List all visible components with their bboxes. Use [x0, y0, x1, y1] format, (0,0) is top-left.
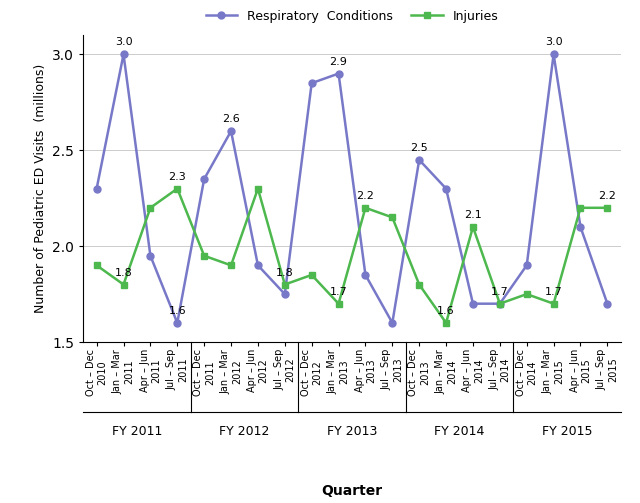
- Text: 1.6: 1.6: [168, 306, 186, 316]
- Text: 1.7: 1.7: [491, 287, 509, 297]
- Legend: Respiratory  Conditions, Injuries: Respiratory Conditions, Injuries: [200, 5, 504, 28]
- Text: 2.2: 2.2: [356, 191, 374, 201]
- Text: 1.8: 1.8: [115, 268, 132, 278]
- Text: 3.0: 3.0: [545, 37, 563, 47]
- Text: 2.9: 2.9: [330, 57, 348, 66]
- Text: 1.8: 1.8: [276, 268, 294, 278]
- Text: FY 2011: FY 2011: [112, 425, 162, 438]
- Text: 2.6: 2.6: [222, 114, 240, 124]
- Text: 2.1: 2.1: [464, 210, 482, 220]
- Text: FY 2015: FY 2015: [542, 425, 592, 438]
- Text: Quarter: Quarter: [321, 484, 383, 498]
- Text: FY 2013: FY 2013: [327, 425, 377, 438]
- Text: 1.6: 1.6: [437, 306, 455, 316]
- Text: 2.2: 2.2: [598, 191, 616, 201]
- Text: 3.0: 3.0: [115, 37, 132, 47]
- Text: FY 2014: FY 2014: [435, 425, 484, 438]
- Text: FY 2012: FY 2012: [220, 425, 269, 438]
- Y-axis label: Number of Pediatric ED Visits  (millions): Number of Pediatric ED Visits (millions): [34, 64, 47, 313]
- Text: 1.7: 1.7: [545, 287, 563, 297]
- Text: 1.7: 1.7: [330, 287, 348, 297]
- Text: 2.3: 2.3: [168, 172, 186, 182]
- Text: 2.5: 2.5: [410, 143, 428, 153]
